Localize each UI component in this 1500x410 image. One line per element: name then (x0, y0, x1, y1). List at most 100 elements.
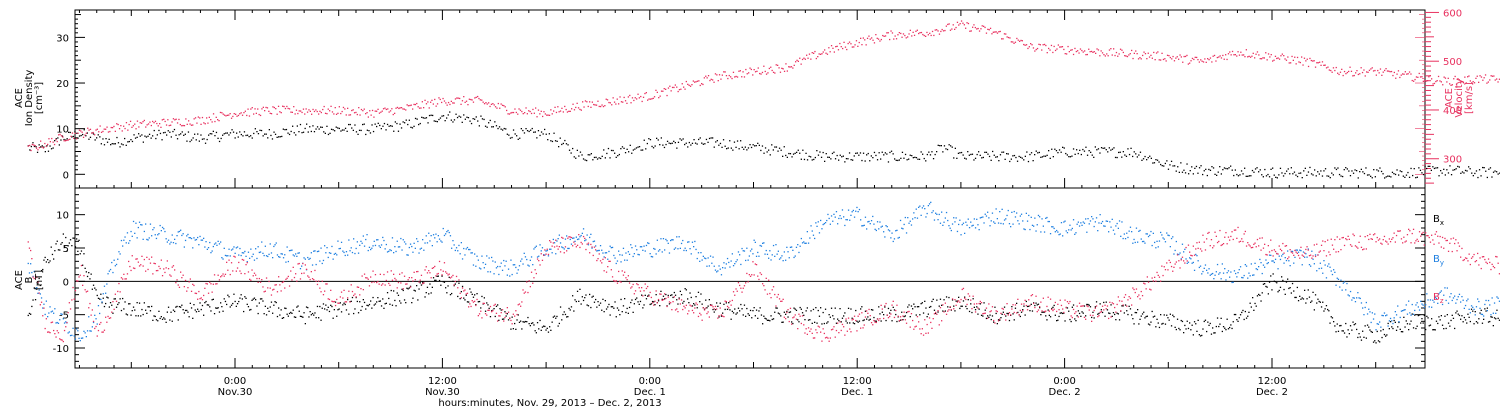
density-point (474, 118, 476, 120)
by-point (935, 212, 937, 214)
bx-point (1387, 322, 1389, 325)
velocity-point (1425, 80, 1427, 82)
density-point (1440, 170, 1442, 172)
by-point (109, 268, 112, 271)
bx-point (1487, 321, 1490, 323)
velocity-point (384, 107, 386, 109)
bx-point (1232, 321, 1234, 323)
density-point (450, 119, 452, 121)
velocity-point (146, 124, 148, 126)
bx-point (584, 297, 586, 299)
bx-point (1403, 316, 1405, 318)
bx-point (359, 301, 361, 303)
bx-point (160, 316, 162, 318)
velocity-point (367, 116, 369, 118)
bx-point (740, 303, 742, 306)
density-point (215, 131, 218, 134)
density-point (705, 138, 708, 141)
bx-point (1068, 310, 1070, 312)
velocity-point (156, 122, 158, 125)
bx-point (951, 299, 954, 301)
density-point (1030, 152, 1033, 154)
bx-point (1447, 322, 1450, 324)
velocity-point (709, 79, 711, 82)
density-point (176, 138, 179, 140)
by-point (447, 229, 449, 232)
by-point (82, 337, 84, 339)
by-point (616, 260, 619, 262)
velocity-point (475, 96, 477, 98)
velocity-point (459, 97, 461, 100)
by-point (90, 330, 92, 332)
bx-point (1100, 309, 1102, 311)
density-point (610, 149, 613, 152)
velocity-point (258, 113, 260, 116)
velocity-point (987, 28, 989, 30)
velocity-point (589, 101, 591, 103)
velocity-point (788, 66, 790, 68)
bx-point (1466, 322, 1468, 324)
density-point (68, 131, 70, 133)
velocity-point (117, 123, 119, 126)
bx-point (1490, 316, 1492, 318)
density-point (1478, 169, 1481, 171)
by-point (896, 229, 898, 231)
density-point (1348, 170, 1350, 172)
density-point (603, 149, 605, 151)
by-point (76, 328, 78, 330)
density-point (593, 156, 596, 159)
density-point (172, 130, 174, 133)
velocity-point (1045, 44, 1047, 47)
bx-point (807, 319, 810, 321)
velocity-point (445, 102, 447, 104)
density-point (632, 149, 634, 151)
velocity-point (978, 30, 981, 32)
density-point (965, 158, 967, 160)
by-point (604, 252, 606, 254)
bx-point (661, 298, 663, 300)
velocity-point (1491, 75, 1494, 77)
by-point (465, 248, 467, 250)
bx-point (915, 314, 917, 316)
density-point (1128, 153, 1131, 156)
density-point (271, 138, 274, 140)
bx-point (223, 298, 225, 300)
by-point (255, 248, 257, 250)
velocity-point (826, 53, 829, 55)
by-point (659, 249, 661, 251)
velocity-point (738, 70, 740, 72)
bx-point (1176, 318, 1179, 320)
by-point (590, 233, 592, 235)
bx-point (71, 245, 73, 247)
by-point (371, 247, 373, 249)
density-point (1066, 154, 1068, 156)
bx-point (875, 320, 877, 322)
velocity-point (337, 112, 339, 114)
by-point (419, 248, 421, 250)
bx-point (255, 299, 257, 301)
density-series (27, 111, 1500, 179)
bx-point (598, 304, 600, 306)
density-point (890, 150, 893, 152)
density-point (380, 128, 382, 130)
bx-point (472, 296, 475, 298)
by-point (378, 245, 380, 247)
by-point (135, 222, 137, 224)
bx-point (119, 298, 121, 300)
bx-point (625, 311, 627, 314)
bx-point (591, 296, 593, 298)
bx-point (53, 258, 55, 260)
by-point (486, 255, 488, 257)
bx-point (503, 318, 505, 320)
velocity-point (684, 88, 686, 90)
velocity-point (532, 108, 534, 111)
bx-point (828, 314, 830, 316)
by-point (732, 265, 735, 267)
velocity-point (114, 130, 116, 132)
velocity-point (689, 85, 692, 87)
bx-point (962, 300, 965, 302)
velocity-point (1325, 67, 1328, 69)
bx-point (961, 305, 963, 307)
bx-point (1093, 317, 1095, 319)
by-point (610, 247, 612, 249)
